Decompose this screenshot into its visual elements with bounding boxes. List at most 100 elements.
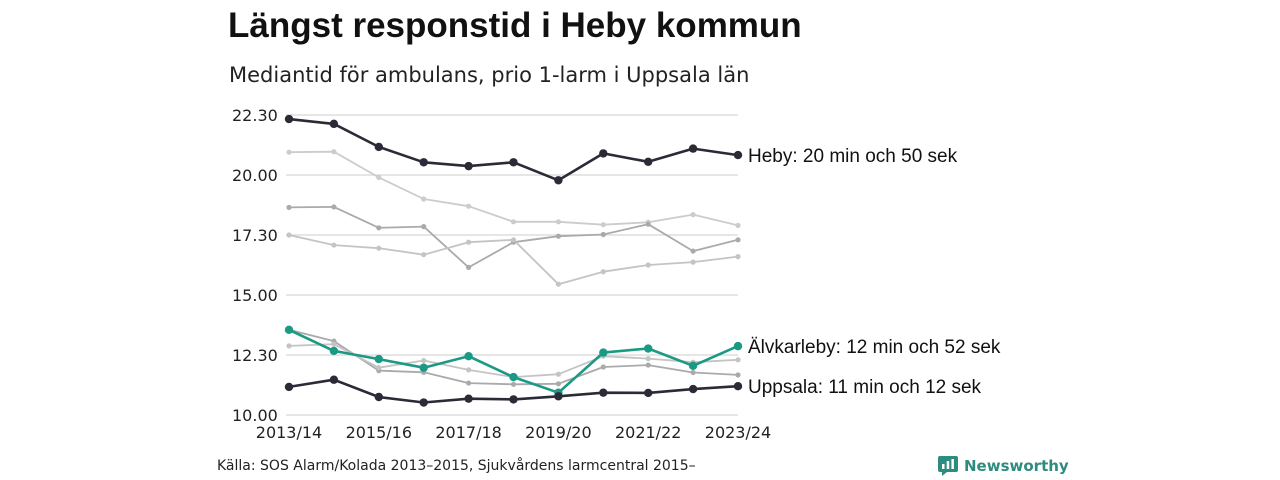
- series-line-highlight: [288, 117, 739, 182]
- x-tick-label: 2021/22: [615, 423, 681, 442]
- data-point: [286, 343, 292, 349]
- data-point: [554, 176, 563, 185]
- data-point: [466, 203, 472, 209]
- data-point: [374, 354, 383, 364]
- y-tick-label: 20.00: [232, 166, 278, 185]
- data-point: [329, 346, 339, 356]
- data-point: [510, 381, 517, 387]
- data-point: [555, 281, 562, 287]
- y-tick-label: 17.30: [232, 226, 278, 245]
- data-point: [735, 222, 741, 228]
- x-axis-ticks: 2013/14 2015/16 2017/18 2019/20 2021/22 2023/…: [256, 423, 771, 442]
- data-point: [286, 232, 292, 238]
- y-tick-label: 22.30: [232, 106, 278, 125]
- data-point: [600, 231, 606, 238]
- data-point: [555, 371, 562, 377]
- data-point: [421, 224, 427, 230]
- data-point: [331, 341, 337, 347]
- newsworthy-logo-icon: [938, 456, 958, 476]
- data-point: [733, 382, 743, 391]
- data-point: [286, 204, 292, 210]
- data-point: [374, 392, 383, 402]
- data-point: [735, 372, 741, 378]
- data-point: [599, 388, 608, 397]
- x-tick-label: 2013/14: [256, 423, 322, 442]
- data-point: [329, 119, 339, 129]
- data-point: [555, 381, 562, 387]
- series-end-labels: Heby: 20 min och 50 sek Älvkarleby: 12 mi…: [748, 146, 1001, 398]
- data-point: [376, 225, 382, 231]
- data-point: [419, 398, 428, 407]
- data-point: [464, 352, 473, 361]
- data-point: [690, 369, 696, 376]
- data-point: [645, 356, 651, 362]
- data-point: [599, 348, 608, 357]
- data-point: [735, 237, 741, 243]
- data-point: [421, 252, 427, 258]
- data-point: [376, 174, 382, 180]
- gridlines: [286, 114, 738, 416]
- data-point: [554, 392, 563, 401]
- data-point: [374, 142, 383, 152]
- data-point: [645, 221, 651, 227]
- data-point: [600, 269, 606, 275]
- data-point: [688, 361, 698, 370]
- data-point: [555, 219, 562, 225]
- data-point: [284, 114, 294, 124]
- data-point: [644, 157, 653, 166]
- data-point: [688, 384, 698, 394]
- x-tick-label: 2017/18: [435, 423, 501, 442]
- data-point: [645, 262, 651, 268]
- data-point: [644, 344, 653, 353]
- series-points: [284, 114, 743, 407]
- data-point: [690, 212, 696, 218]
- series-end-label: Uppsala: 11 min och 12 sek: [748, 377, 982, 398]
- data-point: [331, 204, 337, 210]
- data-point: [421, 357, 427, 364]
- data-point: [644, 388, 653, 398]
- source-note: Källa: SOS Alarm/Kolada 2013–2015, Sjukv…: [217, 458, 696, 474]
- series-line-background: [288, 343, 739, 378]
- data-point: [284, 325, 294, 334]
- data-point: [419, 158, 428, 167]
- data-point: [733, 341, 743, 351]
- data-point: [421, 196, 427, 202]
- data-point: [509, 395, 518, 404]
- y-tick-label: 10.00: [232, 406, 278, 425]
- brand-logo: Newsworthy: [938, 456, 1069, 476]
- series-end-label: Älvkarleby: 12 min och 52 sek: [748, 337, 1001, 358]
- data-point: [555, 233, 562, 239]
- data-point: [286, 149, 292, 155]
- y-axis-ticks: 10.00 12.30 15.00 17.30 20.00 22.30: [232, 106, 278, 425]
- data-point: [284, 382, 294, 392]
- data-point: [509, 372, 518, 382]
- data-point: [376, 365, 382, 371]
- data-point: [466, 380, 472, 386]
- data-point: [466, 239, 472, 245]
- data-point: [464, 161, 473, 171]
- data-point: [331, 242, 337, 248]
- data-point: [645, 362, 651, 368]
- data-point: [690, 248, 696, 254]
- series-end-label: Heby: 20 min och 50 sek: [748, 146, 958, 167]
- data-point: [466, 264, 472, 270]
- data-point: [690, 259, 696, 265]
- chart-subtitle: Mediantid för ambulans, prio 1-larm i Up…: [229, 63, 750, 87]
- data-point: [600, 222, 606, 228]
- x-tick-label: 2015/16: [346, 423, 412, 442]
- data-point: [688, 144, 698, 153]
- x-tick-label: 2023/24: [705, 423, 771, 442]
- data-point: [331, 149, 337, 155]
- data-point: [464, 394, 473, 403]
- y-tick-label: 12.30: [232, 346, 278, 365]
- data-point: [599, 149, 608, 158]
- data-point: [329, 375, 339, 384]
- y-tick-label: 15.00: [232, 286, 278, 305]
- data-point: [419, 363, 428, 372]
- data-point: [735, 254, 741, 260]
- data-point: [509, 158, 518, 167]
- data-point: [466, 367, 472, 373]
- brand-name: Newsworthy: [964, 457, 1069, 475]
- series-line-background: [288, 206, 739, 269]
